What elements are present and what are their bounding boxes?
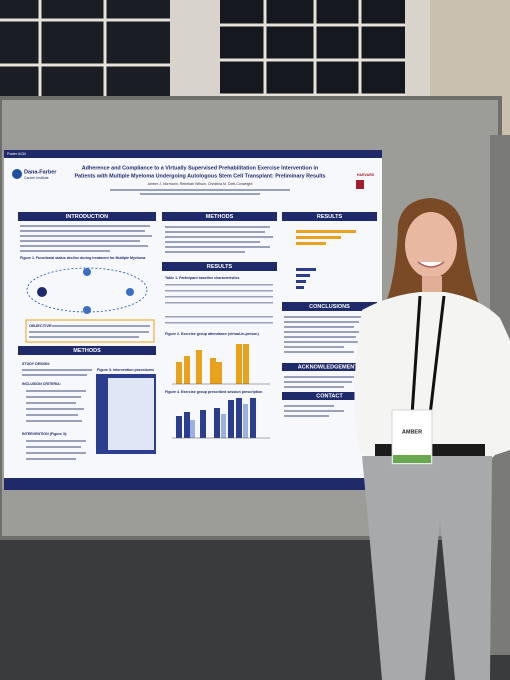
figure-node — [83, 306, 91, 314]
partner-shield — [356, 180, 364, 189]
methods-item: INTERVENTION (Figure 3): — [22, 432, 67, 436]
poster-title: Adherence and Compliance to a Virtually … — [82, 165, 319, 171]
section-title: CONTACT — [316, 393, 343, 399]
section-title: METHODS — [73, 348, 101, 354]
logo-mark — [12, 169, 22, 179]
section-header — [282, 392, 377, 400]
poster-title: Patients with Multiple Myeloma Undergoin… — [74, 173, 325, 179]
window-frame — [0, 0, 170, 110]
methods-item: STUDY DESIGN: — [22, 362, 50, 366]
logo: Dana-Farber — [24, 169, 57, 175]
section-header — [18, 212, 156, 221]
section-header — [282, 212, 377, 221]
badge-band — [393, 455, 431, 463]
methods-item: INCLUSION CRITERIA: — [22, 382, 61, 386]
section-header — [162, 262, 277, 271]
poster-bottom-band — [4, 478, 382, 490]
partner-logo: HARVARD — [357, 173, 375, 177]
results-bars — [296, 230, 356, 289]
section-title: INTRODUCTION — [66, 214, 108, 220]
logo-subtitle: Cancer Institute — [24, 176, 49, 180]
section-header — [282, 302, 377, 311]
figure-caption: Table 1. Participant baseline characteri… — [165, 276, 239, 280]
text-lines — [20, 225, 152, 252]
section-header — [282, 363, 377, 371]
text-lines — [22, 369, 92, 460]
section-title: RESULTS — [317, 214, 343, 220]
text-lines — [284, 405, 344, 417]
figure-caption: Figure 3. Intervention procedures — [97, 368, 154, 372]
text-lines — [165, 226, 273, 253]
figure-diagram — [26, 267, 148, 313]
figure-bars — [190, 404, 248, 438]
text-lines — [284, 376, 354, 388]
figure-caption: Figure 4. Exercise group prescribed sess… — [165, 390, 262, 394]
poster-authors: Amber J. Normann, Rebekah Wilson, Christ… — [148, 182, 253, 186]
lanyard — [410, 295, 422, 416]
badge-name: AMBER — [402, 429, 422, 435]
figure-node — [37, 287, 47, 297]
figure-bars — [176, 398, 256, 438]
figure-caption: Figure 1. Functional status decline duri… — [20, 256, 146, 260]
section-header — [18, 346, 156, 355]
affiliation-lines — [110, 189, 290, 195]
poster-number: Poster #134 — [7, 152, 26, 156]
figure-node — [126, 288, 134, 296]
poster-top-band — [4, 150, 382, 158]
section-header — [162, 212, 277, 221]
section-title: RESULTS — [207, 264, 233, 270]
objective-label: OBJECTIVE: — [29, 323, 53, 328]
section-title: METHODS — [206, 214, 234, 220]
figure-bars — [176, 344, 249, 384]
figure-node — [83, 268, 91, 276]
text-lines — [284, 316, 364, 353]
window — [0, 0, 170, 110]
pants — [362, 456, 492, 680]
objective-box — [25, 319, 155, 343]
face — [405, 212, 457, 278]
smile — [417, 261, 445, 268]
table-lines — [165, 284, 273, 324]
lanyard — [428, 295, 446, 416]
section-title: ACKNOWLEDGEMENTS — [298, 364, 362, 370]
figure-panel — [108, 378, 154, 450]
text-lines — [29, 325, 150, 338]
figure-caption: Figure 2. Exercise group attendance (vir… — [165, 332, 259, 336]
section-title: CONCLUSIONS — [309, 304, 350, 310]
